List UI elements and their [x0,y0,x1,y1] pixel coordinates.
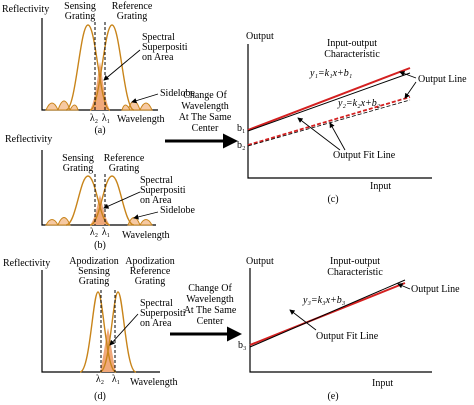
label: Output Fit Line [333,150,396,161]
label: on Area [140,195,172,206]
panel-a: Reflectivity Sensing Grating Reference G… [2,1,196,136]
caption: (a) [94,125,105,136]
label: Grating [65,11,96,22]
panel-b: Reflectivity Sensing Grating Reference G… [5,134,196,251]
lambda: λ₁ [102,113,110,124]
label: Reference [112,1,153,12]
y-axis-label: Output [246,256,274,267]
equation: y₃=k₃x+b₃ [302,295,346,306]
label: Reference [104,153,145,164]
label: on Area [142,52,174,63]
label: Apodization [69,256,118,267]
intercept: b₁ [237,123,246,134]
label: Output Line [411,284,460,295]
arrow-bottom: Change Of Wavelength At The Same Center [170,283,242,342]
panel-e: Output Input-output Characteristic y₃=k₃… [238,256,460,402]
label: Wavelength [186,294,234,305]
lambda: λ₂ [96,374,104,385]
label: Spectral [140,175,173,186]
label: Wavelength [181,101,229,112]
label: Superpositi [140,185,186,196]
label: Grating [63,163,94,174]
panel-c: Output Input-output Characteristic y₁=k₁… [237,31,467,205]
label: Change Of [188,283,232,294]
label: Spectral [142,32,175,43]
x-axis-label: Input [370,181,391,192]
label: Sidelobe [160,88,196,99]
panel-d: Reflectivity Apodization Sensing Grating… [3,256,186,402]
label: Input-output [330,256,380,267]
lambda: λ₂ [90,227,98,238]
label: Characteristic [327,267,383,278]
arrow-top: Change Of Wavelength At The Same Center [165,90,238,149]
label: At The Same [184,305,237,316]
label: Sensing [64,1,96,12]
label: Grating [117,11,148,22]
caption: (c) [327,194,338,205]
label: Characteristic [324,49,380,60]
label: Sensing [78,266,110,277]
x-axis-label: Wavelength [130,377,178,388]
lambda: λ₁ [112,374,120,385]
caption: (b) [94,240,106,251]
lambda: λ₁ [102,227,110,238]
y-axis-label: Reflectivity [2,4,49,15]
label: Grating [109,163,140,174]
label: on Area [140,318,172,329]
label: Apodization [125,256,174,267]
label: Superpositi [142,42,188,53]
label: Sensing [62,153,94,164]
y-axis-label: Output [246,31,274,42]
label: Spectral [140,298,173,309]
label: Center [192,123,219,134]
x-axis-label: Input [372,378,393,389]
label: At The Same [179,112,232,123]
x-axis-label: Wavelength [117,114,165,125]
equation: y₁=k₁x+b₁ [309,68,352,79]
label: Superpositi [140,308,186,319]
label: Reference [130,266,171,277]
label: Input-output [327,38,377,49]
y-axis-label: Reflectivity [5,134,52,145]
caption: (d) [94,391,106,402]
equation: y₂=k₂x+b₂ [337,98,381,109]
intercept: b₂ [237,140,246,151]
label: Grating [135,276,166,287]
label: Sidelobe [160,205,196,216]
x-axis-label: Wavelength [122,230,170,241]
label: Output Fit Line [316,331,379,342]
label: Center [197,316,224,327]
label: Change Of [183,90,227,101]
lambda: λ₂ [90,113,98,124]
label: Output Line [418,74,467,85]
caption: (e) [327,391,338,402]
y-axis-label: Reflectivity [3,258,50,269]
intercept: b₃ [238,340,247,351]
label: Grating [79,276,110,287]
